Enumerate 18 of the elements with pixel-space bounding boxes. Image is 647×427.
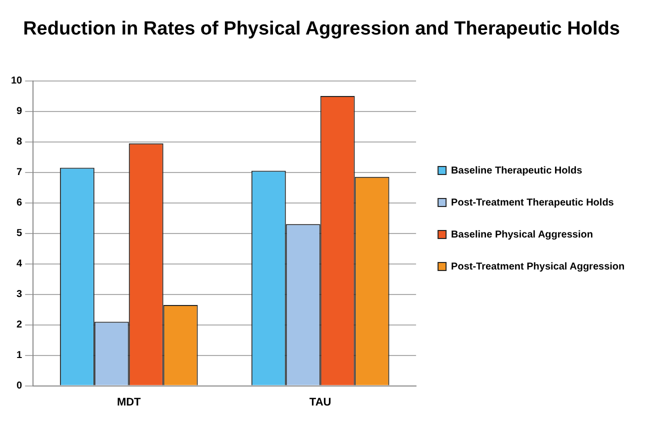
legend-label: Post-Treatment Physical Aggression <box>451 261 625 272</box>
legend-label: Post-Treatment Therapeutic Holds <box>451 197 614 208</box>
y-tick-label: 8 <box>16 136 23 148</box>
y-tick-label: 2 <box>16 320 23 331</box>
y-tick-label: 3 <box>16 289 23 300</box>
y-tick-label: 0 <box>16 380 23 392</box>
chart-title: Reduction in Rates of Physical Aggression and Therapeutic Holds <box>23 18 620 40</box>
y-tick-label: 5 <box>16 228 23 240</box>
y-tick-label: 10 <box>11 76 23 87</box>
y-tick-label: 6 <box>16 198 23 209</box>
y-tick-label: 4 <box>16 258 23 270</box>
y-tick-label: 7 <box>16 167 23 178</box>
y-tick-label: 9 <box>16 106 23 118</box>
y-tick-label: 1 <box>16 350 23 362</box>
x-tick-label: TAU <box>309 396 332 408</box>
legend-label: Baseline Physical Aggression <box>451 229 593 240</box>
legend-label: Baseline Therapeutic Holds <box>451 165 583 176</box>
x-tick-label: MDT <box>116 396 142 408</box>
